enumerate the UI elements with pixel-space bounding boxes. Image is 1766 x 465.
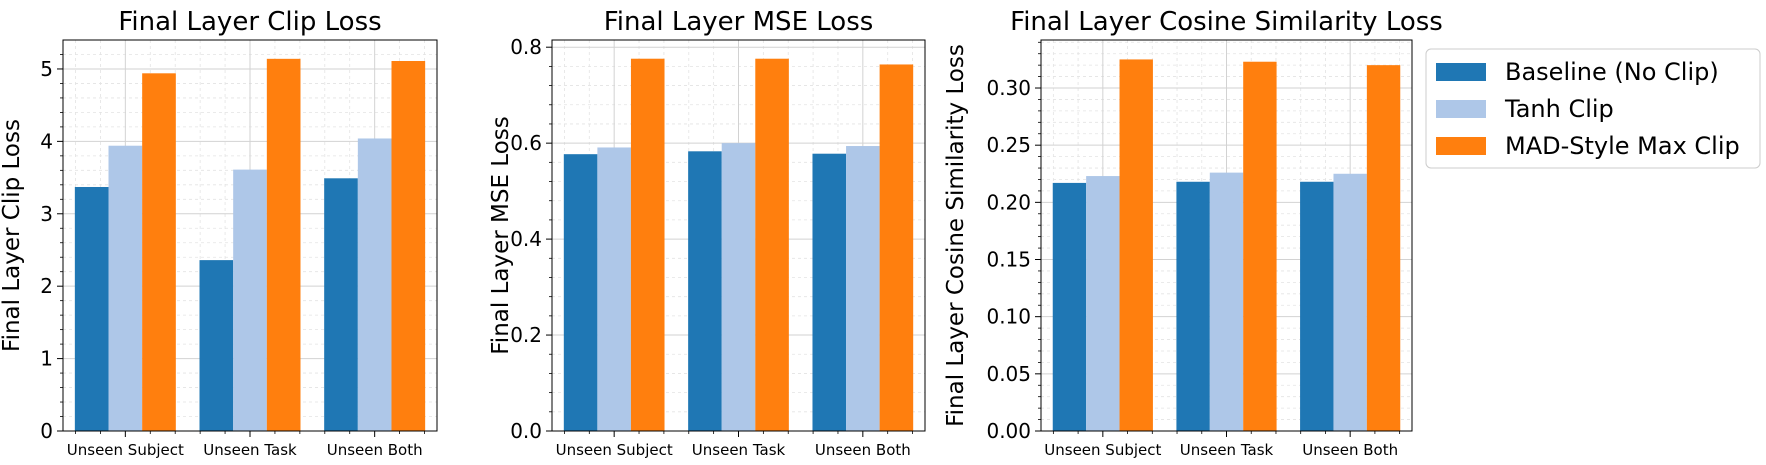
x-tick-label: Unseen Task — [1180, 441, 1274, 459]
y-tick-label: 3 — [40, 202, 53, 226]
x-tick-label: Unseen Both — [815, 441, 911, 459]
bar-tanh — [108, 145, 143, 431]
y-tick-label: 0.8 — [510, 35, 542, 59]
legend: Baseline (No Clip) Tanh Clip MAD-Style Max… — [1425, 48, 1761, 169]
panel-mse-loss: 0.0 0.2 0.4 0.6 0.8 Unseen Subject Unseen Task… — [488, 7, 926, 459]
legend-swatch — [1436, 63, 1486, 81]
x-tick-label: Unseen Task — [692, 441, 786, 459]
legend-label: MAD-Style Max Clip — [1505, 132, 1740, 160]
bar-mad — [879, 64, 914, 432]
y-tick-label: 0.00 — [986, 419, 1031, 443]
bar-tanh — [846, 146, 880, 432]
y-tick-label: 0.0 — [510, 419, 542, 443]
y-tick-label: 0 — [40, 419, 53, 443]
legend-swatch — [1436, 100, 1486, 118]
y-tick-label: 0.6 — [510, 131, 542, 155]
bar-mad — [1119, 59, 1153, 432]
x-tick-label: Unseen Subject — [556, 441, 673, 459]
legend-label: Baseline (No Clip) — [1505, 58, 1719, 86]
bar-baseline — [324, 178, 358, 431]
bar-baseline — [1052, 182, 1087, 431]
bar-tanh — [1209, 172, 1244, 432]
legend-swatch — [1436, 137, 1486, 155]
y-tick-label: 0.15 — [986, 248, 1031, 272]
bar-tanh — [1086, 176, 1120, 431]
bar-baseline — [74, 186, 109, 431]
chart-title: Final Layer Clip Loss — [118, 7, 381, 37]
bar-mad — [1366, 65, 1401, 432]
panel-cosine-loss: 0.00 0.05 0.10 0.15 0.20 0.25 0.30 Unseen Subje… — [943, 7, 1443, 459]
bar-tanh — [721, 143, 756, 432]
bar-mad — [142, 73, 176, 432]
x-tick-label: Unseen Subject — [67, 441, 184, 459]
y-axis-label: Final Layer Cosine Similarity Loss — [943, 44, 969, 427]
x-tick-label: Unseen Task — [203, 441, 297, 459]
y-tick-label: 4 — [40, 129, 53, 153]
y-tick-label: 1 — [40, 347, 53, 371]
bar-mad — [630, 58, 665, 432]
y-tick-label: 0.10 — [986, 305, 1031, 329]
bar-tanh — [1333, 173, 1367, 431]
bar-tanh — [357, 138, 392, 432]
bar-baseline — [1176, 181, 1210, 431]
bar-baseline — [199, 260, 234, 431]
bar-mad — [1243, 61, 1277, 431]
chart-title: Final Layer MSE Loss — [604, 7, 874, 37]
y-axis-label: Final Layer Clip Loss — [0, 119, 25, 352]
y-tick-label: 5 — [40, 57, 53, 81]
bar-mad — [755, 58, 789, 432]
panel-clip-loss: 0 1 2 3 4 5 Unseen Subject Unseen Task Unseen Bo… — [0, 7, 438, 459]
bar-tanh — [233, 169, 267, 431]
bar-baseline — [688, 151, 722, 431]
bar-baseline — [812, 153, 847, 431]
bar-mad — [266, 58, 301, 431]
x-tick-label: Unseen Subject — [1044, 441, 1161, 459]
legend-label: Tanh Clip — [1504, 95, 1614, 123]
y-tick-label: 0.25 — [986, 133, 1031, 157]
x-tick-label: Unseen Both — [1302, 441, 1398, 459]
bar-mad — [391, 60, 426, 432]
bar-baseline — [563, 154, 598, 432]
y-tick-label: 0.05 — [986, 362, 1031, 386]
legend-frame — [1425, 48, 1761, 169]
y-axis-label: Final Layer MSE Loss — [488, 116, 514, 355]
y-tick-label: 0.2 — [510, 323, 542, 347]
y-tick-label: 0.4 — [510, 227, 542, 251]
y-tick-label: 2 — [40, 274, 53, 298]
x-tick-label: Unseen Both — [327, 441, 423, 459]
chart-title: Final Layer Cosine Similarity Loss — [1010, 7, 1443, 37]
y-tick-label: 0.30 — [986, 76, 1031, 100]
y-tick-label: 0.20 — [986, 190, 1031, 214]
bar-baseline — [1300, 181, 1334, 431]
bar-tanh — [597, 147, 631, 431]
